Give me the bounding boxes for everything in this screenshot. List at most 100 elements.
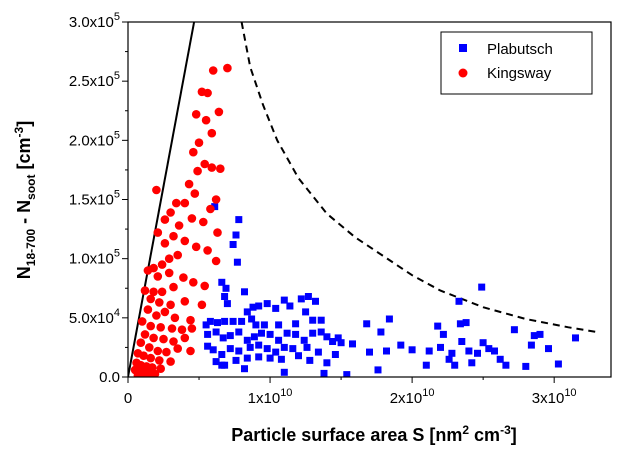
y-tick-label: 1.5x105 — [69, 189, 120, 209]
legend-marker-kingsway — [458, 68, 468, 78]
plabutsch-point — [448, 349, 456, 357]
plabutsch-point — [468, 359, 476, 367]
y-axis: 0.0 5.0x104 1.0x105 1.5x105 2.0x105 2.5x105 3.… — [69, 11, 128, 386]
plabutsch-point — [283, 329, 291, 337]
plabutsch-point — [462, 319, 470, 327]
plabutsch-point — [263, 345, 271, 353]
y-axis-title-b2: ] — [14, 121, 34, 127]
kingsway-point — [169, 282, 178, 292]
plabutsch-point — [209, 346, 217, 354]
plabutsch-point — [221, 293, 229, 300]
plabutsch-point — [243, 354, 251, 362]
kingsway-point — [197, 87, 207, 97]
plabutsch-point — [309, 329, 317, 337]
plabutsch-point — [479, 339, 487, 347]
plabutsch-point — [241, 365, 248, 373]
plabutsch-point — [250, 333, 258, 341]
plabutsch-point — [545, 345, 552, 353]
kingsway-point — [186, 346, 195, 356]
plabutsch-point — [212, 358, 220, 366]
x-axis-title-main: Particle surface area S [nm — [231, 425, 462, 445]
kingsway-point — [160, 239, 170, 248]
kingsway-point — [162, 347, 171, 357]
plabutsch-point — [383, 347, 390, 355]
plabutsch-point — [385, 315, 393, 323]
kingsway-point — [172, 198, 181, 208]
kingsway-point — [180, 236, 190, 246]
plabutsch-point — [304, 293, 312, 300]
plabutsch-point — [272, 348, 280, 356]
plabutsch-point — [502, 361, 510, 369]
y-axis-title-sup: -3 — [12, 126, 26, 137]
legend-box — [440, 31, 593, 95]
plabutsch-point — [218, 351, 226, 358]
plabutsch-point — [246, 343, 254, 351]
y-axis-title: N18-700 - Nsoot [cm-3] — [12, 121, 38, 279]
plabutsch-point — [465, 347, 473, 355]
kingsway-point — [156, 323, 165, 332]
kingsway-point — [140, 330, 150, 339]
y-tick-label: 3.0x105 — [69, 11, 120, 31]
plabutsch-point — [496, 355, 504, 363]
y-axis-title-b1: [cm — [14, 137, 34, 174]
kingsway-point — [208, 66, 218, 75]
kingsway-point — [197, 300, 207, 310]
plabutsch-point — [491, 347, 498, 355]
plabutsch-point — [458, 338, 466, 345]
kingsway-point — [166, 357, 175, 366]
kingsway-point — [189, 278, 198, 287]
plabutsch-point — [214, 319, 221, 327]
kingsway-point — [177, 325, 187, 335]
plabutsch-point — [303, 343, 311, 351]
kingsway-point — [214, 107, 224, 117]
plabutsch-point — [451, 361, 459, 369]
plabutsch-point — [238, 317, 246, 325]
kingsway-point — [201, 115, 211, 125]
plabutsch-point — [456, 320, 464, 328]
kingsway-point — [173, 344, 182, 353]
plabutsch-point — [206, 317, 214, 325]
kingsway-point — [145, 343, 154, 352]
kingsway-point — [157, 260, 167, 269]
y-tick-label: 2.5x105 — [69, 70, 120, 90]
plabutsch-point — [266, 354, 274, 362]
plabutsch-point — [329, 338, 337, 345]
x-tick-label: 2x1010 — [390, 387, 435, 407]
kingsway-point — [147, 363, 157, 372]
plabutsch-point — [202, 321, 210, 329]
y-axis-title-mid: - N — [14, 200, 34, 229]
kingsway-point — [191, 242, 201, 252]
plabutsch-point — [218, 278, 226, 286]
plabutsch-point — [349, 340, 356, 348]
kingsway-point — [187, 324, 197, 333]
kingsway-point — [180, 333, 190, 343]
kingsway-point — [143, 266, 153, 275]
kingsway-point — [200, 281, 209, 291]
plabutsch-point — [434, 322, 442, 330]
y-axis-title-sub2: soot — [24, 174, 38, 199]
kingsway-point — [223, 63, 232, 73]
kingsway-point — [136, 338, 146, 348]
y-tick-label: 2.0x105 — [69, 129, 120, 149]
plabutsch-point — [229, 317, 237, 325]
plabutsch-point — [312, 297, 319, 305]
plabutsch-point — [248, 315, 256, 323]
kingsway-point — [191, 110, 201, 119]
x-axis-title: Particle surface area S [nm2 cm-3] — [231, 423, 517, 445]
plabutsch-point — [226, 345, 234, 353]
plabutsch-point — [272, 304, 280, 312]
plabutsch-point — [485, 345, 493, 353]
kingsway-point — [153, 346, 163, 356]
kingsway-point — [157, 287, 167, 297]
y-axis-title-sub1: 18-700 — [24, 229, 38, 267]
plabutsch-point — [232, 356, 240, 364]
plabutsch-point — [255, 341, 263, 349]
plabutsch-point — [314, 348, 322, 356]
plabutsch-point — [260, 321, 268, 329]
kingsway-point — [143, 305, 153, 314]
kingsway-point — [211, 195, 221, 204]
kingsway-point — [207, 128, 217, 138]
data-points — [130, 63, 579, 377]
plabutsch-point — [218, 361, 226, 369]
